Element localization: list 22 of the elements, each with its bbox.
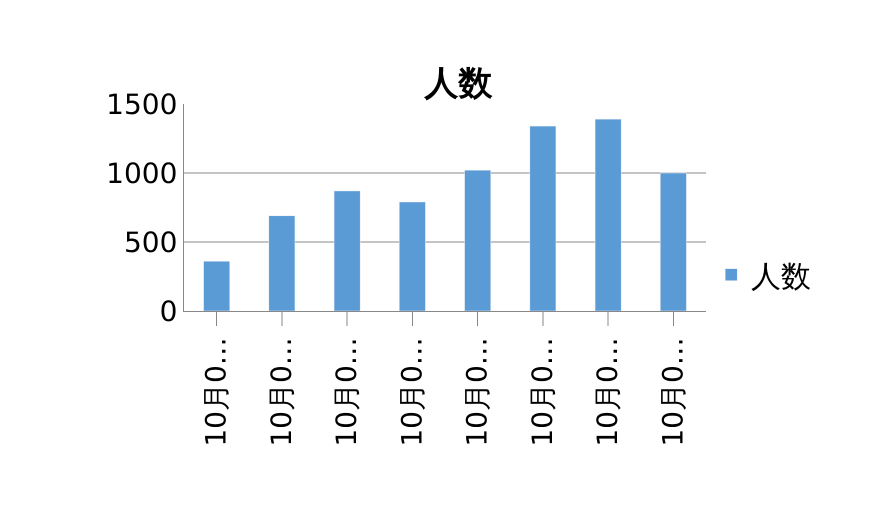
y-tick-label: 1500: [106, 88, 178, 121]
bar: [203, 261, 230, 311]
y-tick-label: 0: [160, 294, 178, 328]
chart-title: 人数: [424, 63, 494, 104]
x-tick-label: 10月0…: [591, 337, 624, 447]
x-tick-label: 10月0…: [395, 337, 428, 447]
y-tick-label: 500: [124, 226, 178, 259]
bar: [268, 216, 296, 311]
bar: [334, 190, 360, 311]
bar: [530, 126, 556, 311]
bar: [594, 118, 622, 311]
x-tick-label: 10月0…: [526, 337, 559, 447]
bar: [464, 170, 491, 311]
x-tick-label: 10月0…: [330, 337, 364, 447]
bar: [399, 202, 426, 311]
x-tick-label: 10月0…: [200, 337, 233, 447]
x-tick-label: 10月0…: [264, 337, 298, 447]
x-tick-label: 10月0…: [656, 337, 690, 447]
y-tick-label: 1000: [106, 156, 178, 190]
bar: [660, 172, 687, 311]
legend-label: 人数: [751, 259, 812, 294]
x-tick-label: 10月0…: [460, 337, 494, 447]
